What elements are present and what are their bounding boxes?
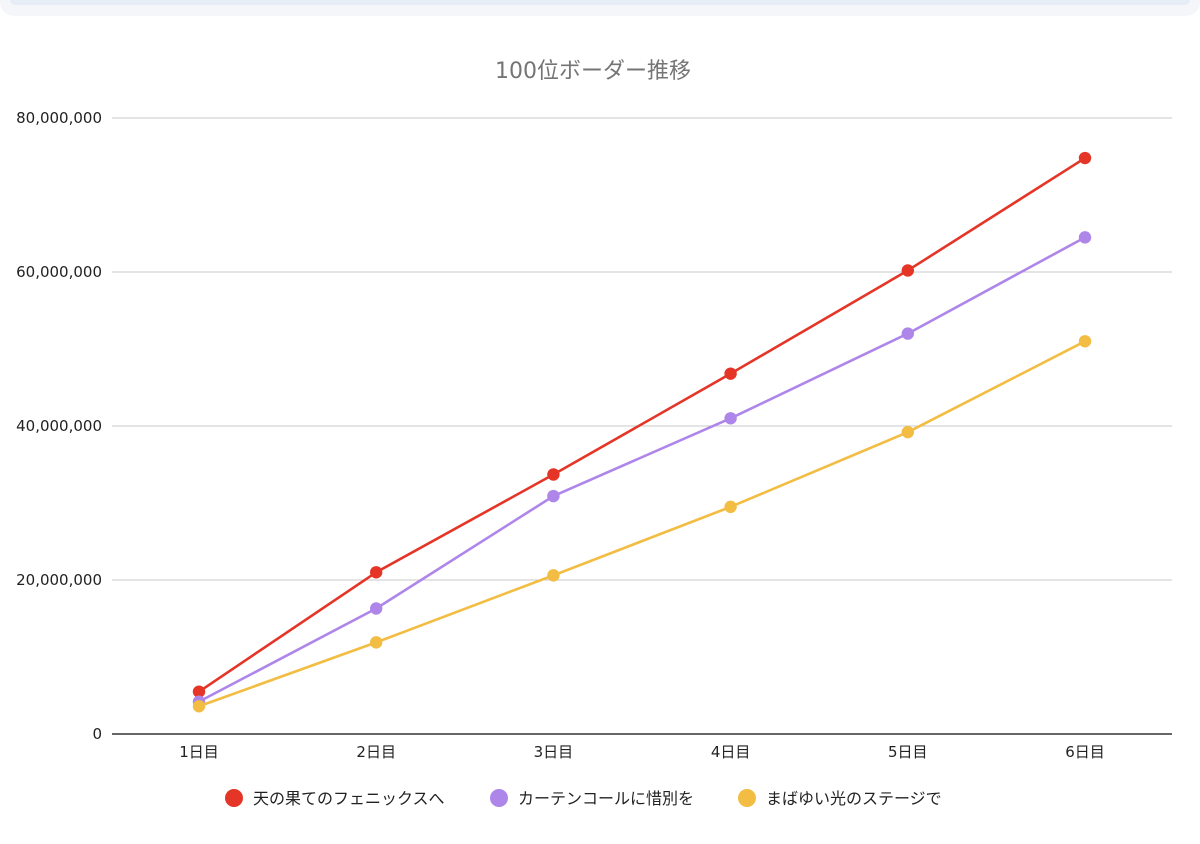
data-point bbox=[901, 264, 914, 277]
series-2 bbox=[192, 231, 1092, 708]
window-top-bar-edge bbox=[10, 0, 1190, 5]
data-point bbox=[724, 412, 737, 425]
series-line bbox=[198, 236, 1086, 703]
data-point bbox=[901, 327, 914, 340]
legend-label: カーテンコールに惜別を bbox=[518, 789, 694, 808]
x-tick-label: 4日目 bbox=[711, 743, 751, 761]
series-line bbox=[198, 340, 1086, 708]
x-axis-ticks: 1日目 2日目 3日目 4日目 5日目 6日目 bbox=[179, 743, 1105, 761]
legend-marker bbox=[738, 789, 756, 807]
x-tick-label: 5日目 bbox=[888, 743, 928, 761]
data-point bbox=[1078, 231, 1092, 244]
data-point bbox=[547, 569, 560, 582]
legend-marker bbox=[225, 789, 243, 807]
data-point bbox=[547, 468, 560, 481]
y-tick-label: 40,000,000 bbox=[16, 417, 102, 435]
x-tick-label: 2日目 bbox=[356, 743, 396, 761]
legend-marker bbox=[490, 789, 508, 807]
data-point bbox=[724, 500, 737, 514]
x-tick-label: 6日目 bbox=[1065, 743, 1105, 761]
data-point bbox=[1078, 151, 1092, 165]
data-point bbox=[547, 489, 560, 503]
legend-label: まばゆい光のステージで bbox=[766, 789, 942, 808]
y-tick-label: 80,000,000 bbox=[16, 109, 102, 127]
x-tick-label: 3日目 bbox=[534, 743, 574, 761]
series-3 bbox=[192, 335, 1092, 713]
y-tick-label: 20,000,000 bbox=[16, 571, 102, 589]
data-point bbox=[370, 566, 383, 579]
x-tick-label: 1日目 bbox=[179, 743, 219, 761]
data-point bbox=[370, 602, 383, 615]
data-point bbox=[724, 367, 737, 380]
legend-item: まばゆい光のステージで bbox=[738, 789, 942, 808]
data-point bbox=[901, 425, 914, 439]
y-tick-label: 60,000,000 bbox=[16, 263, 102, 281]
series-1 bbox=[192, 151, 1092, 698]
legend-item: 天の果てのフェニックスへ bbox=[225, 789, 445, 808]
legend: 天の果てのフェニックスへ カーテンコールに惜別を まばゆい光のステージで bbox=[225, 789, 942, 808]
series-line bbox=[198, 156, 1086, 693]
window-top-bar bbox=[0, 0, 1200, 16]
series-lines bbox=[192, 151, 1092, 713]
y-axis-ticks: 0 20,000,000 40,000,000 60,000,000 80,000,00… bbox=[16, 109, 102, 743]
data-point bbox=[192, 685, 206, 698]
gridlines bbox=[112, 117, 1172, 581]
y-tick-label: 0 bbox=[92, 725, 102, 743]
legend-item: カーテンコールに惜別を bbox=[490, 789, 694, 808]
chart-title: 100位ボーダー推移 bbox=[495, 59, 691, 84]
legend-label: 天の果てのフェニックスへ bbox=[253, 789, 445, 808]
data-point bbox=[192, 700, 206, 713]
data-point bbox=[370, 636, 383, 649]
data-point bbox=[1078, 335, 1092, 348]
